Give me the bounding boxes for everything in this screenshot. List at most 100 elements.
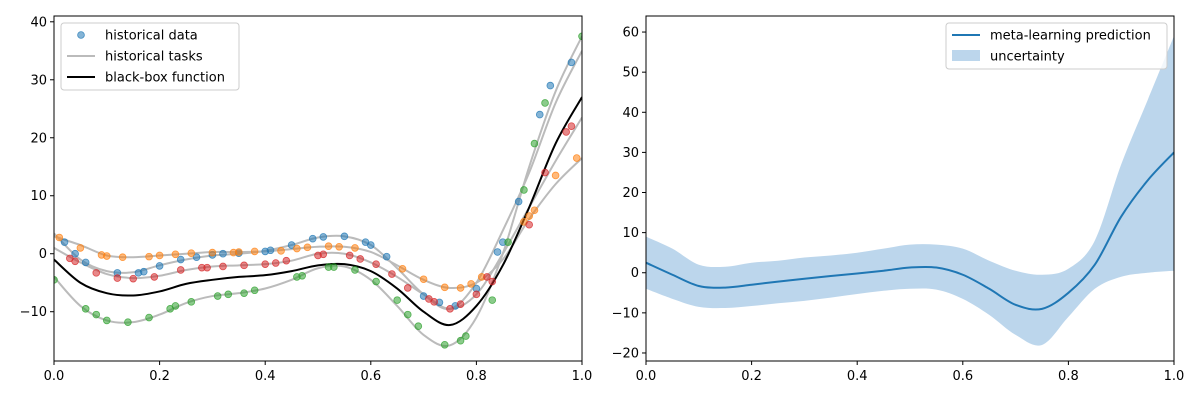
historical-data-point — [541, 99, 549, 107]
left-y-tick-label: 10 — [30, 189, 47, 204]
historical-data-point — [224, 290, 233, 299]
legend-label-uncertainty: uncertainty — [990, 50, 1065, 65]
right-x-tick-label: 0.2 — [741, 369, 762, 384]
left-y-tick-label: 30 — [30, 73, 47, 88]
historical-data-point — [330, 263, 338, 271]
historical-data-point — [176, 266, 185, 274]
historical-data-point — [103, 252, 111, 260]
historical-data-point — [308, 234, 317, 243]
historical-data-point — [319, 233, 328, 241]
right-y-tick-label: 60 — [622, 26, 639, 41]
historical-data-point — [293, 244, 301, 253]
right-y-tick-label: 30 — [622, 146, 639, 161]
left-plot-content — [54, 32, 582, 349]
historical-data-point — [488, 277, 497, 286]
historical-data-point — [171, 250, 180, 259]
legend-label-black-box: black-box function — [105, 71, 225, 86]
right-y-tick-label: 50 — [622, 66, 639, 81]
right-clipped-content — [646, 36, 1174, 346]
left-clipped-content — [54, 32, 582, 349]
historical-data-point — [261, 260, 270, 268]
historical-data-point — [155, 251, 164, 260]
historical-data-point — [219, 249, 227, 258]
historical-data-point — [520, 186, 528, 194]
historical-data-point — [546, 81, 555, 90]
right-x-tick-label: 0.8 — [1058, 369, 1079, 384]
historical-data-point — [472, 290, 481, 299]
right-y-tick-label: 40 — [622, 106, 639, 121]
left-x-tick-label: 0.2 — [149, 369, 170, 384]
historical-data-point — [187, 249, 196, 257]
historical-data-point — [514, 197, 523, 206]
historical-data-point — [530, 139, 539, 148]
left-subplot: 0.0 0.2 0.4 0.6 0.8 1.0 −10 0 10 20 30 40 historica… — [20, 15, 593, 384]
left-y-tick-label: 20 — [30, 131, 47, 146]
historical-data-point — [103, 316, 111, 325]
right-x-tick-label: 0.0 — [636, 369, 657, 384]
historical-data-point — [287, 241, 296, 249]
historical-data-point — [81, 305, 90, 313]
historical-data-point — [467, 280, 475, 288]
legend-marker-historical-data — [77, 31, 85, 39]
right-plot-content — [646, 36, 1174, 346]
historical-data-point — [456, 336, 465, 345]
historical-data-point — [298, 271, 306, 280]
left-y-tick-label: 0 — [39, 247, 47, 262]
historical-data-point — [372, 277, 380, 286]
historical-data-point — [60, 238, 69, 246]
historical-data-point — [250, 286, 259, 295]
historical-data-point — [488, 296, 497, 304]
historical-data-point — [382, 252, 391, 261]
left-y-tick-label: −10 — [20, 305, 47, 320]
historical-data-point — [572, 154, 581, 162]
historical-data-point — [403, 284, 412, 292]
right-y-tick-label: 0 — [631, 266, 639, 281]
legend-label-prediction: meta-learning prediction — [990, 29, 1151, 44]
historical-data-point — [176, 255, 185, 264]
historical-data-point — [351, 266, 359, 274]
historical-data-point — [145, 313, 153, 322]
right-x-tick-label: 1.0 — [1164, 369, 1185, 384]
historical-data-point — [324, 242, 333, 250]
left-x-tick-label: 0.0 — [44, 369, 65, 384]
left-x-tick-label: 0.8 — [466, 369, 487, 384]
historical-data-point — [335, 242, 343, 251]
left-x-tick-label: 0.6 — [360, 369, 381, 384]
historical-data-point — [303, 243, 312, 252]
left-axis-ticks: 0.0 0.2 0.4 0.6 0.8 1.0 −10 0 10 20 30 40 — [20, 15, 593, 384]
historical-data-point — [551, 171, 560, 180]
legend-label-historical-tasks: historical tasks — [105, 50, 203, 65]
historical-data-point — [213, 292, 222, 300]
historical-data-point — [372, 260, 380, 268]
meta-learning-prediction-line — [646, 151, 1174, 311]
historical-data-point — [240, 261, 248, 270]
historical-data-point — [541, 168, 549, 177]
historical-data-point — [277, 247, 285, 255]
historical-data-point — [208, 248, 217, 257]
historical-data-point — [504, 238, 512, 246]
left-legend-box — [60, 22, 240, 91]
left-x-tick-label: 0.4 — [255, 369, 276, 384]
historical-data-point — [92, 310, 101, 319]
historical-data-point — [345, 251, 354, 260]
historical-data-point — [129, 274, 138, 283]
right-x-tick-label: 0.6 — [952, 369, 973, 384]
right-legend-box — [945, 22, 1168, 70]
black-box-function-line — [54, 96, 582, 327]
historical-data-point — [282, 256, 291, 265]
historical-data-point — [319, 250, 328, 259]
historical-data-point — [340, 232, 349, 241]
historical-data-point — [235, 248, 243, 256]
historical-data-point — [113, 274, 122, 282]
historical-data-point — [118, 253, 127, 262]
historical-data-point — [54, 276, 58, 284]
right-x-tick-label: 0.4 — [847, 369, 868, 384]
historical-data-point — [124, 318, 132, 326]
historical-data-point — [55, 233, 64, 242]
historical-data-point — [525, 220, 533, 229]
historical-data-point — [567, 122, 576, 130]
historical-data-point — [525, 212, 533, 220]
historical-data-point — [250, 247, 259, 256]
right-y-tick-label: −20 — [612, 346, 639, 361]
